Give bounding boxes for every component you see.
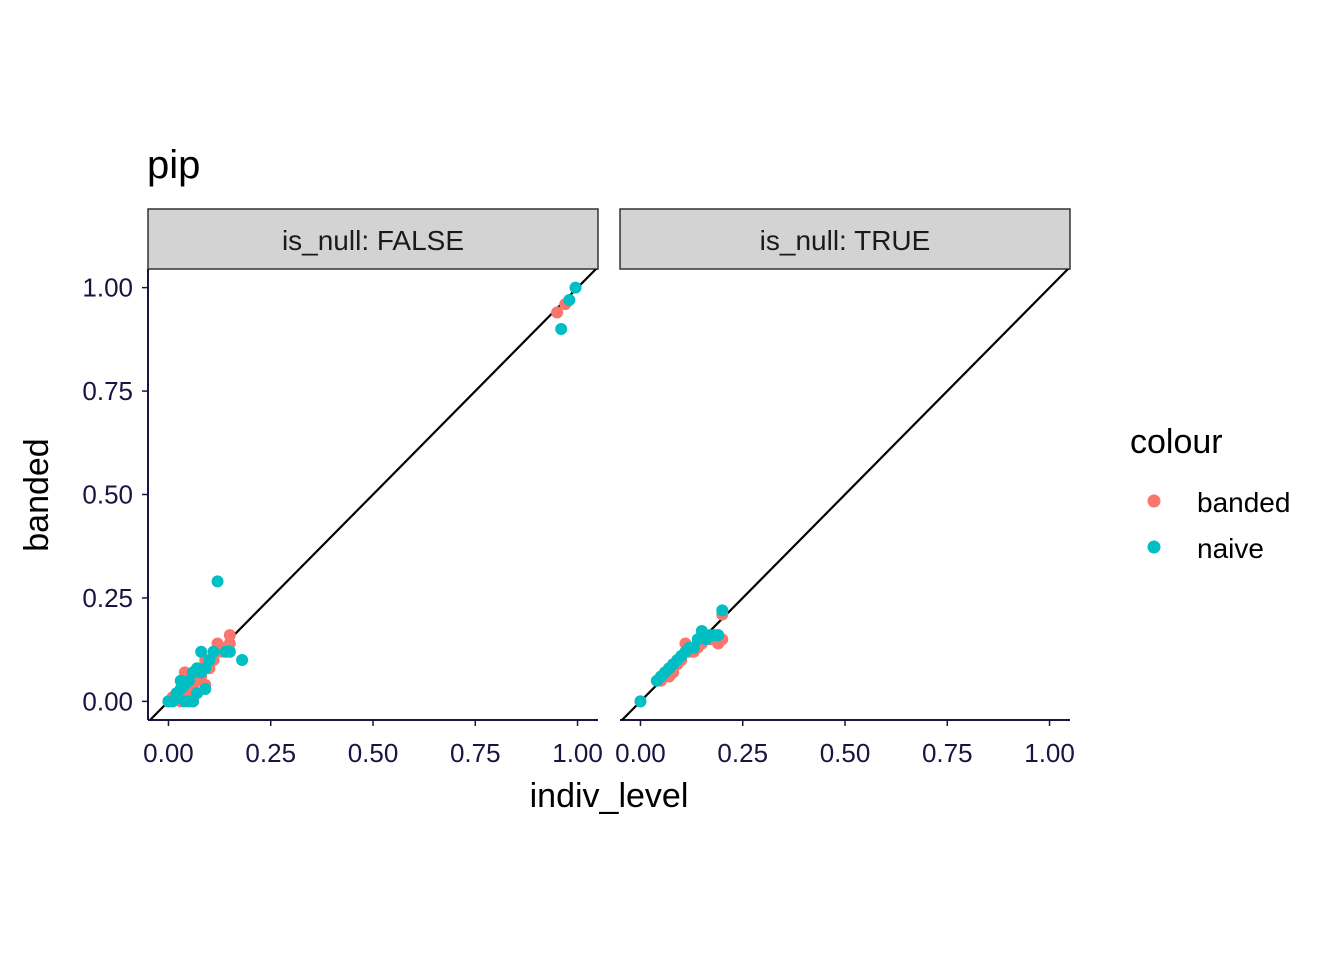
y-tick-label: 0.00: [82, 686, 133, 716]
x-tick-label: 1.00: [1024, 738, 1075, 768]
point-banded: [223, 629, 236, 642]
panel-data: [621, 269, 1070, 720]
legend-key-naive: [1147, 540, 1161, 554]
x-tick-label: 0.50: [348, 738, 399, 768]
chart-title: pip: [147, 143, 200, 187]
legend-label-naive: naive: [1197, 533, 1264, 564]
point-naive: [174, 674, 187, 687]
x-tick-label: 0.50: [820, 738, 871, 768]
point-naive: [199, 662, 212, 675]
point-naive: [211, 575, 224, 588]
facet-strip: [619, 208, 1071, 270]
point-naive: [207, 645, 220, 658]
panel-data: [149, 269, 598, 720]
facet-panels: is_null: FALSE 0.00 0.25 0.50 0.75 1.00 0.00 0.…: [82, 208, 1075, 768]
panel-2: is_null: TRUE 0.00 0.25 0.50 0.75 1.00: [615, 208, 1075, 768]
x-tick-label: 0.75: [922, 738, 973, 768]
point-banded: [551, 306, 564, 319]
facet-strip: [147, 208, 599, 270]
x-tick-label: 0.25: [717, 738, 768, 768]
point-naive: [223, 645, 236, 658]
legend: colour banded naive: [1130, 423, 1290, 564]
series-naive: [634, 604, 729, 708]
y-tick-label: 0.75: [82, 376, 133, 406]
x-tick-label: 0.75: [450, 738, 501, 768]
point-naive: [195, 645, 208, 658]
series-banded: [162, 298, 572, 708]
y-tick-label: 1.00: [82, 273, 133, 303]
x-tick-label: 1.00: [552, 738, 603, 768]
legend-title: colour: [1130, 423, 1223, 461]
legend-label-banded: banded: [1197, 487, 1290, 518]
series-naive: [162, 281, 582, 708]
point-naive: [716, 604, 729, 617]
facet-strip-label: is_null: TRUE: [760, 225, 931, 256]
facet-strip-label: is_null: FALSE: [282, 225, 464, 256]
panel-1: is_null: FALSE 0.00 0.25 0.50 0.75 1.00 0.00 0.…: [82, 208, 603, 768]
y-axis-title: banded: [18, 438, 56, 551]
legend-key-banded: [1147, 494, 1161, 508]
point-naive: [170, 687, 183, 700]
point-naive: [634, 695, 647, 708]
point-naive: [569, 281, 582, 294]
x-tick-label: 0.00: [143, 738, 194, 768]
x-tick-label: 0.25: [245, 738, 296, 768]
y-tick-label: 0.25: [82, 583, 133, 613]
point-naive: [199, 682, 212, 695]
point-naive: [555, 322, 568, 335]
point-naive: [563, 294, 576, 307]
y-tick-label: 0.50: [82, 480, 133, 510]
point-naive: [712, 629, 725, 642]
x-axis-title: indiv_level: [530, 777, 689, 815]
x-tick-label: 0.00: [615, 738, 666, 768]
point-naive: [236, 654, 249, 667]
